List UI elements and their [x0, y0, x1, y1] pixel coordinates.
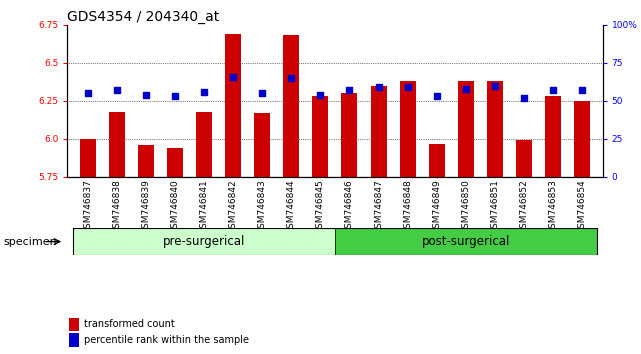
Text: GSM746848: GSM746848 — [403, 179, 412, 234]
Point — [519, 95, 529, 101]
Text: GSM746849: GSM746849 — [432, 179, 441, 234]
Point — [141, 92, 151, 98]
Bar — [167, 148, 183, 177]
Point — [315, 92, 326, 98]
Bar — [545, 96, 561, 177]
Text: GSM746846: GSM746846 — [345, 179, 354, 234]
Text: GSM746840: GSM746840 — [171, 179, 179, 234]
Text: GSM746845: GSM746845 — [316, 179, 325, 234]
Bar — [335, 228, 597, 255]
Text: pre-surgerical: pre-surgerical — [163, 235, 246, 248]
Text: transformed count: transformed count — [85, 319, 175, 329]
Text: GSM746844: GSM746844 — [287, 179, 296, 234]
Point — [344, 87, 354, 93]
Bar — [69, 333, 79, 347]
Text: GSM746841: GSM746841 — [199, 179, 208, 234]
Text: GSM746837: GSM746837 — [83, 179, 92, 234]
Bar — [138, 145, 154, 177]
Point — [548, 87, 558, 93]
Point — [374, 84, 384, 90]
Bar — [429, 143, 445, 177]
Bar — [79, 139, 96, 177]
Text: GSM746854: GSM746854 — [578, 179, 587, 234]
Bar — [196, 112, 212, 177]
Text: GSM746853: GSM746853 — [549, 179, 558, 234]
Text: specimen: specimen — [3, 236, 57, 247]
Bar — [109, 112, 125, 177]
Bar — [73, 228, 335, 255]
Bar — [342, 93, 358, 177]
Point — [431, 93, 442, 99]
Bar — [370, 86, 387, 177]
Text: GSM746842: GSM746842 — [229, 179, 238, 234]
Bar — [458, 81, 474, 177]
Point — [199, 89, 209, 95]
Point — [577, 87, 587, 93]
Bar — [283, 35, 299, 177]
Point — [286, 75, 296, 81]
Bar — [487, 81, 503, 177]
Point — [170, 93, 180, 99]
Bar — [516, 141, 532, 177]
Point — [83, 90, 93, 96]
Text: GSM746850: GSM746850 — [462, 179, 470, 234]
Text: percentile rank within the sample: percentile rank within the sample — [85, 335, 249, 345]
Point — [490, 83, 500, 88]
Text: GDS4354 / 204340_at: GDS4354 / 204340_at — [67, 10, 220, 24]
Text: GSM746839: GSM746839 — [142, 179, 151, 234]
Bar — [574, 101, 590, 177]
Text: GSM746843: GSM746843 — [258, 179, 267, 234]
Text: post-surgerical: post-surgerical — [422, 235, 510, 248]
Text: GSM746851: GSM746851 — [490, 179, 499, 234]
Point — [403, 84, 413, 90]
Bar — [312, 96, 328, 177]
Point — [228, 74, 238, 79]
Point — [461, 86, 471, 92]
Bar — [254, 113, 271, 177]
Point — [257, 90, 267, 96]
Point — [112, 87, 122, 93]
Bar — [399, 81, 415, 177]
Text: GSM746847: GSM746847 — [374, 179, 383, 234]
Bar — [69, 318, 79, 331]
Bar — [225, 34, 241, 177]
Text: GSM746852: GSM746852 — [519, 179, 528, 234]
Text: GSM746838: GSM746838 — [112, 179, 121, 234]
